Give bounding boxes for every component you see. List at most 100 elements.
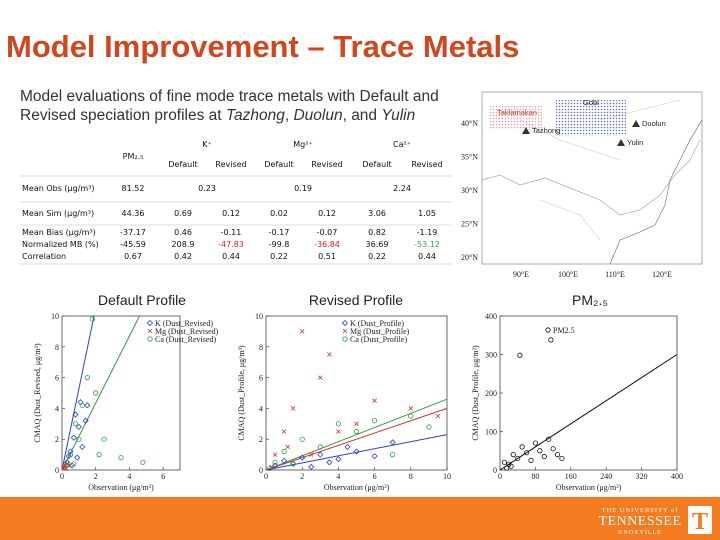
point [371, 453, 378, 460]
legend-label: Ca (Dust_Revised) [155, 335, 216, 344]
point [140, 459, 146, 465]
cell: 36.69 [366, 240, 389, 249]
cell: 44.36 [122, 209, 145, 218]
scatter-chart: 0 2 4 6 0 2 4 6 8 10 Observation (μg/m³) CMAQ (Dust… [33, 312, 219, 492]
point [426, 424, 432, 430]
site-marker [632, 120, 640, 127]
subtitle: Model evaluations of fine mode trace met… [20, 88, 439, 105]
point [515, 455, 521, 462]
x-tick-label: 0 [60, 472, 64, 481]
legend-marker [146, 319, 154, 327]
point [299, 454, 306, 461]
y-tick-label: 10 [51, 312, 59, 321]
cell: -0.11 [221, 228, 242, 237]
chart-title: PM₂.₅ [572, 292, 608, 308]
point [523, 450, 530, 456]
plot-frame [265, 315, 448, 471]
subtitle-segment: Duolun [293, 107, 342, 124]
point [510, 451, 516, 458]
point [541, 453, 547, 460]
cell: 0.02 [270, 209, 288, 218]
y-tick-label: 300 [485, 351, 497, 360]
cell: 0.44 [418, 252, 436, 261]
y-axis-label: CMAQ (Dust_Revised, μg/m³) [33, 343, 42, 443]
column-group: Ca²⁺ [393, 140, 411, 149]
point [371, 418, 378, 424]
column-header: Revised [311, 160, 342, 169]
fit-line [265, 434, 448, 471]
legend-marker [147, 328, 153, 334]
cell: -0.17 [269, 228, 290, 237]
x-tick-label: 4 [127, 472, 131, 481]
x-tick-label: 0 [498, 472, 502, 481]
column-group: Mg²⁺ [293, 140, 312, 149]
cell: -99.8 [269, 240, 290, 249]
point [79, 443, 86, 450]
point [89, 316, 95, 322]
row-label: Normalized MB (%) [22, 240, 99, 249]
cell: -53.12 [414, 240, 440, 249]
y-tick-label: 0 [55, 466, 59, 475]
y-tick-label: 200 [485, 389, 497, 398]
lat-label: 35°N [461, 153, 478, 162]
scatter-chart: 0 2 4 6 8 10 0 2 4 6 8 10 Observation (μg/m³) CMAQ (D… [237, 312, 451, 492]
point [335, 456, 342, 463]
y-tick-label: 400 [485, 312, 497, 321]
point [96, 451, 102, 458]
point [72, 411, 79, 418]
map-label: Gobi [583, 98, 599, 107]
cell: 0.22 [368, 252, 386, 261]
cell: 208.9 [172, 240, 195, 249]
lat-label: 25°N [461, 220, 478, 229]
row-label: Mean Obs (μg/m³) [22, 184, 95, 193]
point [67, 451, 74, 458]
x-tick-label: 4 [336, 472, 340, 481]
y-tick-label: 8 [259, 343, 263, 352]
point [272, 452, 278, 457]
lat-label: 20°N [461, 253, 478, 262]
y-tick-label: 4 [55, 404, 59, 413]
cell: -1.19 [417, 228, 438, 237]
point [299, 436, 305, 442]
point [84, 374, 90, 381]
map-border [481, 139, 701, 216]
cell: 2.24 [393, 184, 411, 193]
map-label: Yulin [627, 138, 643, 147]
point [281, 457, 288, 464]
point [537, 448, 543, 454]
subtitle: Revised speciation profiles at Tazhong , … [20, 107, 415, 124]
slide-title: Model Improvement – Trace Metals [6, 29, 519, 64]
cell: 0.69 [174, 209, 192, 218]
point [93, 390, 99, 396]
x-axis-label: Observation (μg/m³) [88, 483, 154, 492]
map-label: Tazhong [532, 126, 560, 135]
row-label: Mean Bias (μg/m³) [22, 228, 96, 237]
cell: 81.52 [122, 184, 145, 193]
x-tick-label: 2 [300, 472, 304, 481]
point [267, 465, 273, 472]
point [67, 448, 74, 455]
y-tick-label: 0 [259, 466, 263, 475]
point [546, 436, 552, 442]
point [501, 459, 508, 465]
point [271, 462, 279, 469]
scatter-chart: 0 80 160 240 320 400 0 100 200 300 400 Observation … [471, 312, 683, 492]
cell: 0.23 [198, 184, 216, 193]
column-header: Revised [411, 160, 442, 169]
point [389, 439, 396, 446]
point [69, 462, 76, 469]
point [327, 352, 332, 357]
fit-line [61, 315, 95, 471]
map-label: Duolun [642, 119, 666, 128]
subtitle-segment: Yulin [381, 107, 415, 124]
legend-label: K (Dust_Revised) [155, 319, 213, 328]
point [64, 462, 70, 468]
x-tick-label: 0 [264, 472, 268, 481]
coastline [609, 119, 703, 265]
map: 40°N 35°N 30°N 25°N 20°N 90°E 100°E 110°E 120°E T… [461, 91, 703, 279]
cell: 0.51 [318, 252, 336, 261]
point [272, 459, 278, 465]
point [281, 429, 287, 434]
point [66, 463, 72, 468]
